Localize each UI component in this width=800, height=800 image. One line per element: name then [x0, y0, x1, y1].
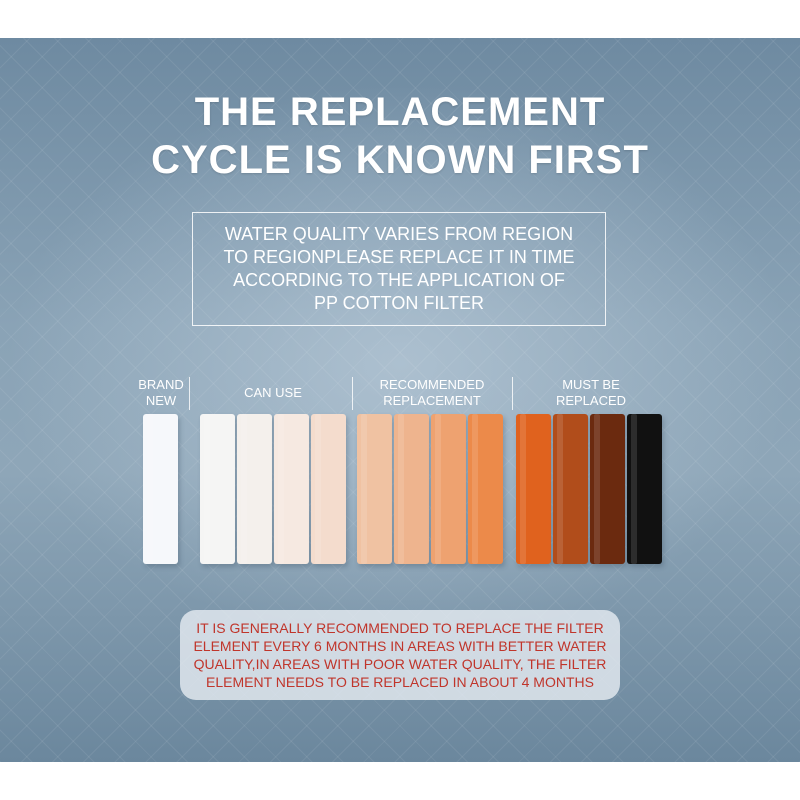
filter-cartridge-can-use — [200, 414, 235, 564]
filter-cartridge-must-replace — [627, 414, 662, 564]
category-label: REPLACEMENT — [383, 393, 481, 408]
notice-line: WATER QUALITY VARIES FROM REGION — [224, 224, 574, 244]
category-label: REPLACED — [555, 393, 627, 408]
category-divider — [352, 377, 353, 410]
filter-cartridge-can-use — [274, 414, 309, 564]
advice-line: IT IS GENERALLY RECOMMENDED TO REPLACE T… — [196, 620, 604, 636]
filter-cartridge-must-replace — [516, 414, 551, 564]
category-can-use: CAN USE — [196, 385, 350, 401]
category-label: RECOMMENDED — [379, 377, 485, 392]
notice-line: TO REGIONPLEASE REPLACE IT IN TIME — [223, 247, 575, 267]
category-label: CAN USE — [244, 385, 302, 400]
category-label: NEW — [145, 393, 177, 408]
category-label: BRAND — [138, 377, 184, 392]
filter-cartridge-must-replace — [590, 414, 625, 564]
filter-cartridge-must-replace — [553, 414, 588, 564]
advice-line: ELEMENT EVERY 6 MONTHS IN AREAS WITH BET… — [193, 638, 607, 654]
poster: THE REPLACEMENT CYCLE IS KNOWN FIRST WAT… — [0, 38, 800, 762]
category-recommended-replacement: RECOMMENDED REPLACEMENT — [355, 377, 509, 409]
category-divider — [189, 377, 190, 410]
filter-cartridge-recommended — [394, 414, 429, 564]
notice-box: WATER QUALITY VARIES FROM REGION TO REGI… — [192, 212, 606, 326]
filter-cartridge-recommended — [357, 414, 392, 564]
notice-line: ACCORDING TO THE APPLICATION OF — [233, 270, 565, 290]
category-must-be-replaced: MUST BE REPLACED — [514, 377, 668, 409]
category-divider — [512, 377, 513, 410]
filter-cartridge-can-use — [237, 414, 272, 564]
headline-line-1: THE REPLACEMENT — [194, 90, 606, 134]
filter-cartridge-can-use — [311, 414, 346, 564]
notice-line: PP COTTON FILTER — [313, 293, 485, 313]
category-brand-new: BRAND NEW — [133, 377, 189, 409]
filter-cartridge-recommended — [468, 414, 503, 564]
filter-cartridge-brand-new — [143, 414, 178, 564]
advice-line: ELEMENT NEEDS TO BE REPLACED IN ABOUT 4 … — [206, 674, 594, 690]
advice-box: IT IS GENERALLY RECOMMENDED TO REPLACE T… — [180, 610, 620, 700]
category-label: MUST BE — [562, 377, 620, 392]
filter-cartridge-recommended — [431, 414, 466, 564]
advice-line: QUALITY,IN AREAS WITH POOR WATER QUALITY… — [193, 656, 607, 672]
headline-line-2: CYCLE IS KNOWN FIRST — [151, 138, 649, 182]
